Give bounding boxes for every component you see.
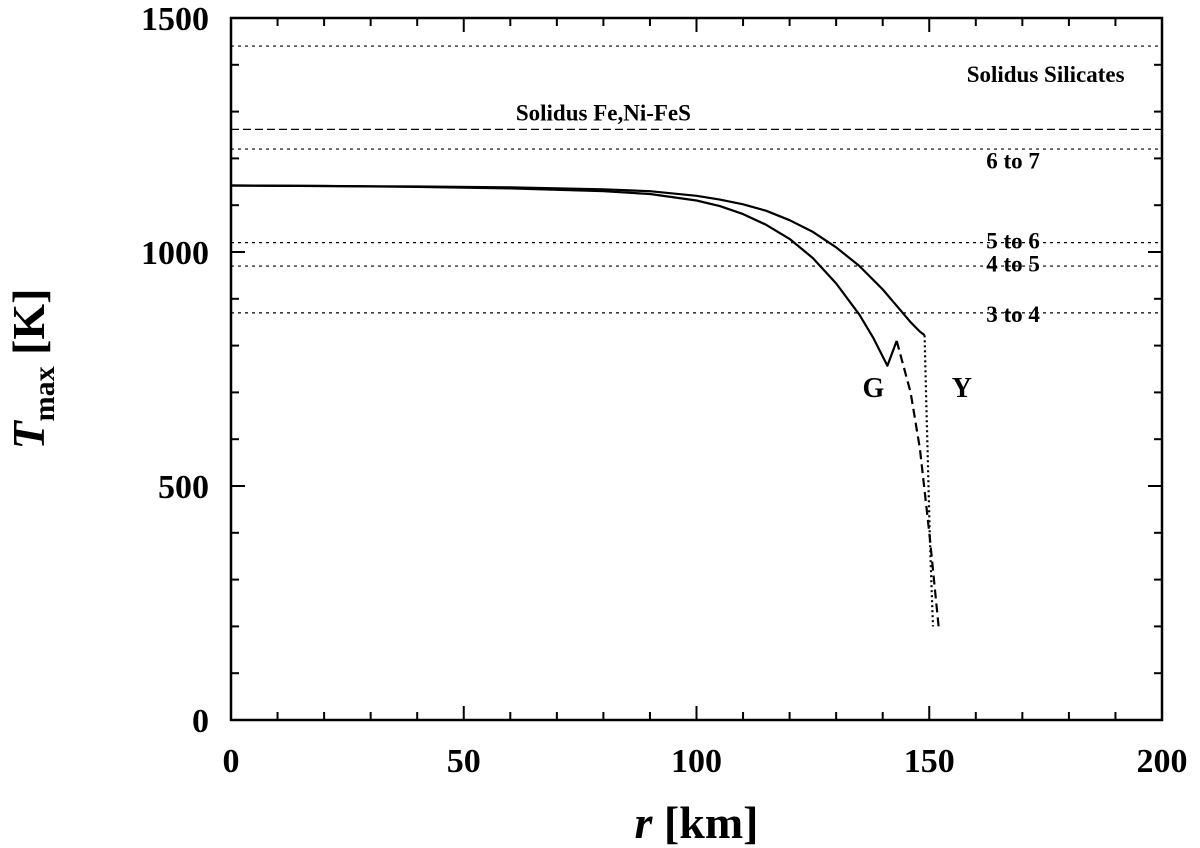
x-tick-label: 100 — [671, 743, 722, 780]
reference-line-label: 4 to 5 — [986, 252, 1040, 277]
reference-line-label: 3 to 4 — [986, 302, 1040, 327]
x-axis-title: r [km] — [635, 797, 759, 848]
series-line-Y — [230, 184, 926, 337]
y-axis-var: T — [3, 420, 54, 450]
plot-frame — [229, 16, 1164, 722]
y-axis-sub: max — [28, 366, 61, 421]
x-axis-var: r — [635, 797, 654, 848]
y-axis-title: Tmax [K] — [3, 288, 61, 449]
x-axis-unit: [km] — [664, 797, 759, 848]
series-line-Y — [923, 335, 935, 627]
series-label-G: G — [862, 373, 884, 404]
annotations: Solidus Silicates Solidus Fe,Ni-FeS 6 to 7… — [516, 62, 1125, 404]
y-axis-unit: [K] — [3, 288, 54, 354]
reference-line-label: 5 to 6 — [986, 228, 1040, 253]
reference-line-label: 6 to 7 — [986, 149, 1040, 174]
axis-ticks — [230, 17, 1163, 721]
y-tick-label: 1500 — [141, 1, 209, 38]
reference-line-label: Solidus Fe,Ni-FeS — [516, 101, 691, 126]
series-label-Y: Y — [952, 373, 972, 404]
x-tick-label: 0 — [223, 743, 240, 780]
x-tick-label: 50 — [447, 743, 481, 780]
reference-line-label: Solidus Silicates — [967, 62, 1125, 87]
tick-labels: 0 50 100 150 200 0 500 1000 1500 — [141, 1, 1188, 780]
y-tick-label: 1000 — [141, 235, 209, 272]
series-group — [230, 184, 940, 627]
series-line-G — [895, 340, 940, 627]
y-tick-label: 0 — [192, 703, 209, 740]
reference-lines — [231, 45, 1162, 314]
x-tick-label: 150 — [904, 743, 955, 780]
series-line-G — [230, 184, 898, 367]
x-tick-label: 200 — [1137, 743, 1188, 780]
y-tick-label: 500 — [158, 469, 209, 506]
